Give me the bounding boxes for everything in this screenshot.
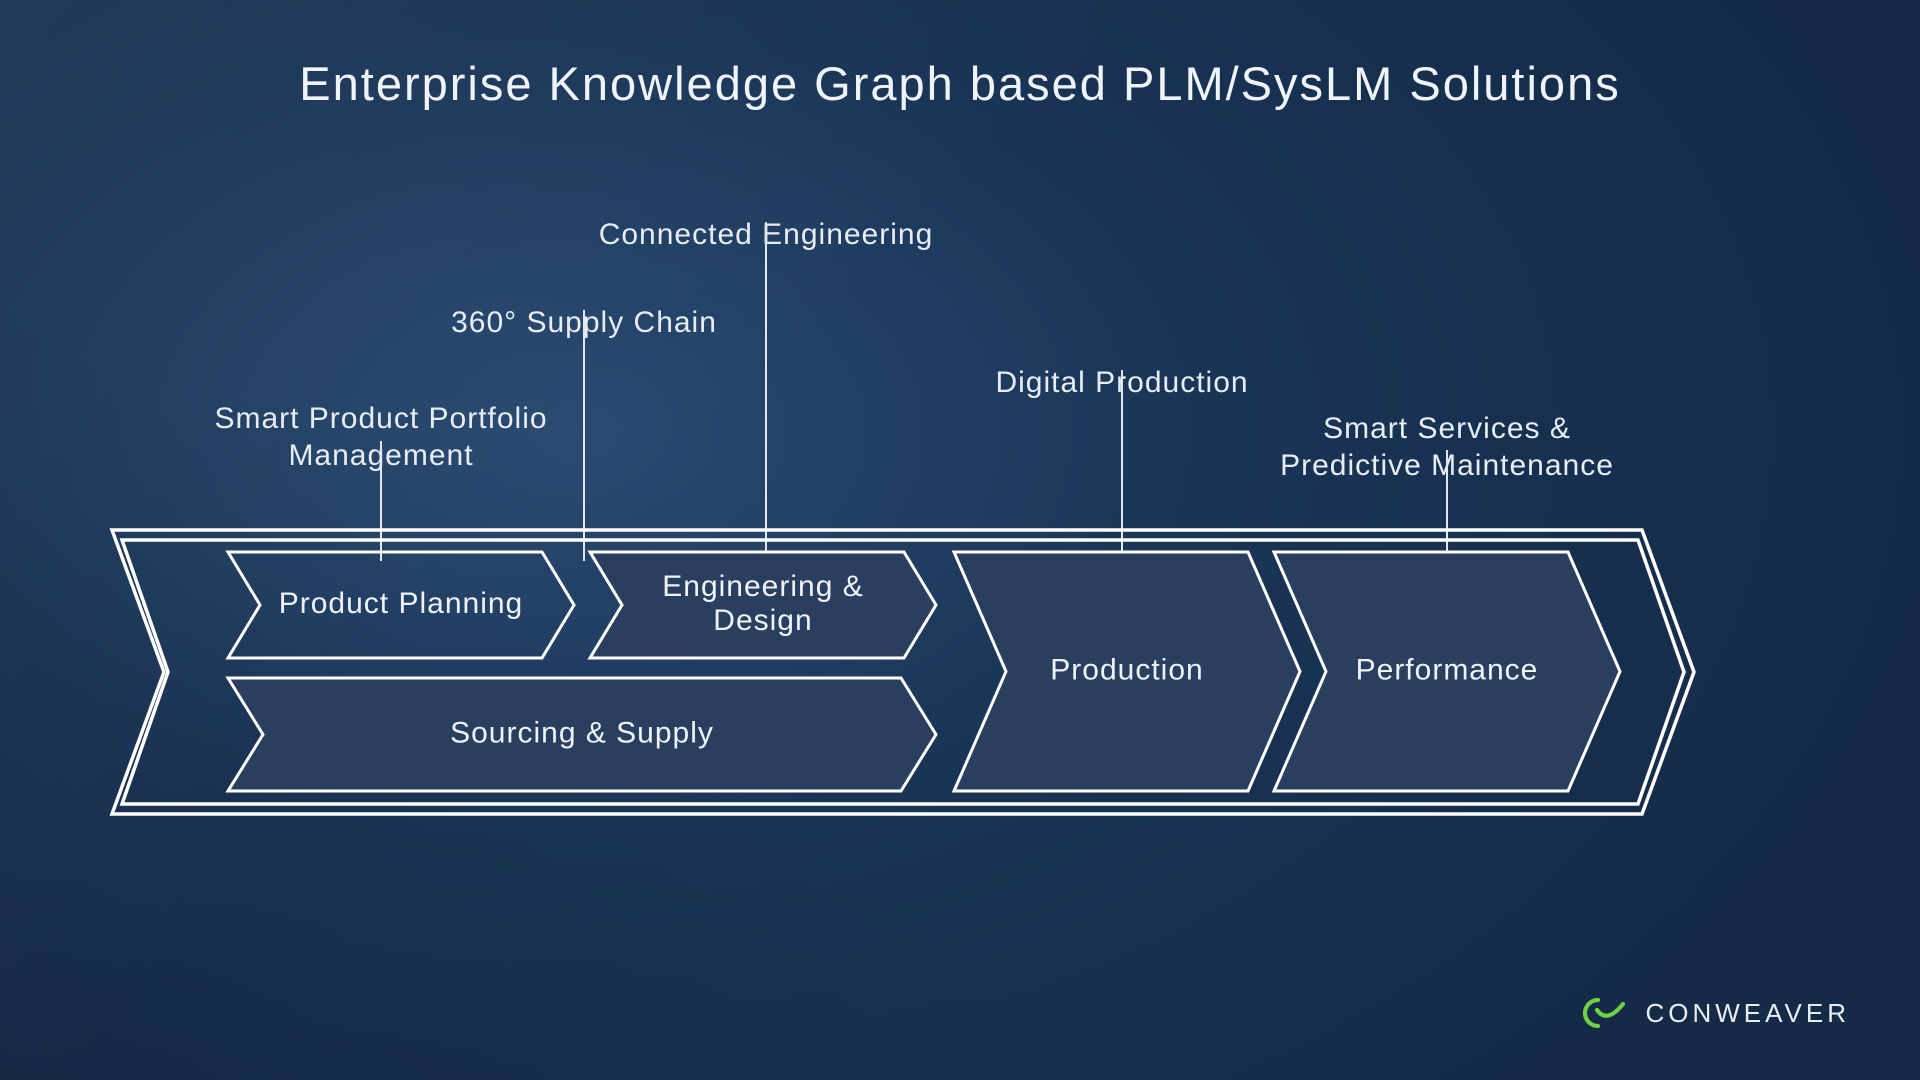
stage-label-sourcing_supply: Sourcing & Supply bbox=[450, 716, 714, 749]
connector-line bbox=[583, 310, 585, 561]
connector-line bbox=[765, 222, 767, 561]
stage-label-product_planning: Product Planning bbox=[279, 587, 524, 620]
page-title: Enterprise Knowledge Graph based PLM/Sys… bbox=[0, 56, 1920, 111]
stage-label-production: Production bbox=[1050, 653, 1203, 686]
callout-connected-engineering: Connected Engineering bbox=[566, 178, 966, 291]
callout-smart-portfolio: Smart Product Portfolio Management bbox=[181, 362, 581, 512]
brand-logo-icon bbox=[1577, 994, 1627, 1032]
brand-name: CONWEAVER bbox=[1645, 998, 1850, 1029]
brand: CONWEAVER bbox=[1577, 994, 1850, 1032]
process-diagram: Product PlanningEngineering &DesignSourc… bbox=[110, 528, 1725, 818]
stage-label-performance: Performance bbox=[1356, 653, 1539, 686]
callout-smart-services: Smart Services & Predictive Maintenance bbox=[1247, 372, 1647, 522]
